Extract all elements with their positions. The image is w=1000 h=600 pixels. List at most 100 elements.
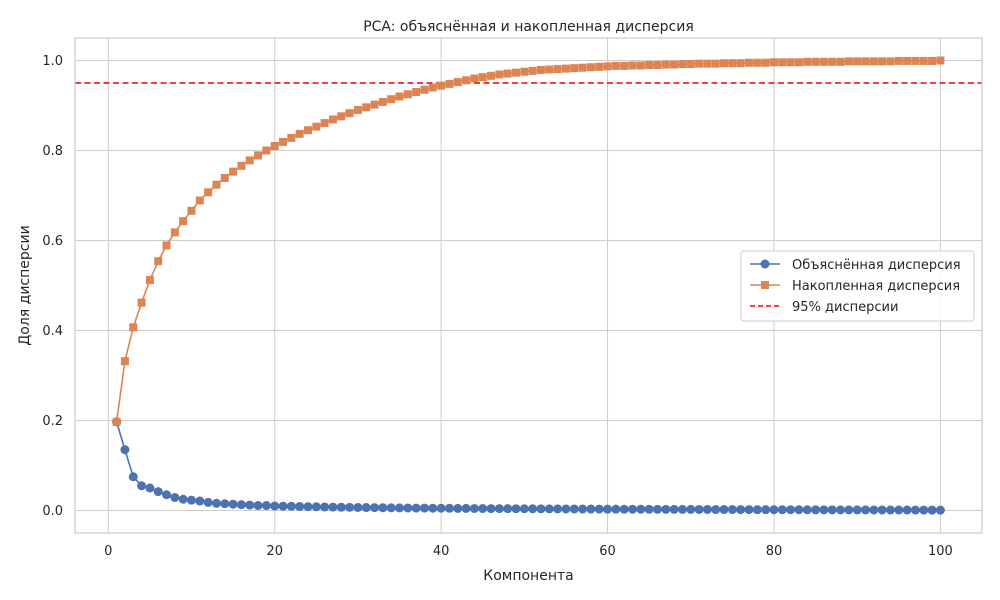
data-point	[395, 92, 404, 101]
legend-label-threshold: 95% дисперсии	[792, 300, 898, 315]
data-point	[703, 59, 712, 68]
data-point	[570, 64, 579, 73]
data-point	[236, 500, 246, 510]
data-point	[403, 90, 412, 99]
data-point	[553, 504, 563, 514]
data-point	[311, 502, 321, 512]
data-point	[270, 501, 280, 511]
data-point	[444, 503, 454, 513]
data-point	[720, 59, 729, 68]
data-point	[370, 100, 379, 109]
data-point	[711, 59, 720, 68]
data-point	[753, 58, 762, 67]
data-point	[919, 505, 929, 515]
data-point	[645, 61, 654, 69]
data-point	[511, 504, 521, 514]
data-point	[744, 505, 754, 515]
data-point	[387, 95, 396, 104]
data-point	[761, 58, 770, 67]
legend-marker-cumulative	[761, 281, 769, 289]
data-point	[644, 504, 654, 514]
data-point	[619, 504, 629, 514]
data-point	[686, 504, 696, 514]
data-point	[586, 504, 596, 514]
data-point	[445, 79, 454, 88]
data-point	[254, 151, 263, 160]
data-point	[653, 61, 662, 69]
data-point	[378, 503, 388, 513]
data-point	[245, 156, 254, 165]
data-point	[470, 74, 479, 83]
data-point	[212, 180, 221, 189]
data-point	[270, 142, 279, 150]
series-cumulative	[112, 56, 945, 426]
data-point	[828, 57, 837, 66]
data-point	[678, 60, 687, 69]
data-point	[628, 61, 637, 70]
x-tick-label: 0	[104, 544, 112, 559]
data-point	[412, 88, 421, 96]
data-point	[677, 504, 687, 514]
data-point	[603, 62, 612, 71]
x-tick-label: 80	[766, 544, 783, 559]
data-point	[661, 60, 670, 69]
data-point	[170, 228, 179, 237]
legend-marker-explained	[760, 259, 770, 269]
data-point	[112, 417, 121, 426]
y-tick-label: 0.4	[42, 324, 63, 339]
data-point	[519, 504, 529, 514]
data-point	[636, 504, 646, 514]
data-point	[328, 115, 337, 124]
data-point	[195, 496, 205, 506]
data-point	[137, 298, 146, 307]
data-point	[320, 119, 329, 128]
data-point	[802, 505, 812, 515]
data-point	[237, 161, 246, 170]
data-point	[844, 57, 853, 66]
data-point	[861, 505, 871, 515]
data-point	[286, 501, 296, 511]
data-point	[819, 505, 829, 515]
data-point	[761, 505, 771, 515]
data-point	[811, 57, 820, 66]
data-point	[786, 505, 796, 515]
data-point	[661, 504, 671, 514]
data-point	[178, 494, 188, 504]
data-point	[695, 59, 704, 68]
data-point	[129, 323, 138, 332]
data-point	[229, 167, 238, 176]
data-point	[195, 196, 204, 205]
data-point	[153, 487, 163, 497]
data-point	[794, 505, 804, 515]
data-point	[727, 505, 737, 515]
y-tick-label: 0.8	[42, 144, 63, 159]
chart-title: PCA: объяснённая и накопленная дисперсия	[363, 19, 694, 35]
y-tick-label: 0.6	[42, 234, 63, 249]
data-point	[819, 57, 828, 66]
data-point	[287, 133, 296, 142]
data-point	[736, 59, 745, 68]
x-tick-label: 60	[599, 544, 616, 559]
data-point	[437, 81, 446, 90]
data-point	[503, 69, 512, 78]
data-point	[520, 67, 529, 76]
data-point	[910, 505, 920, 515]
x-axis-label: Компонента	[483, 568, 573, 584]
data-point	[154, 257, 163, 266]
data-point	[462, 76, 471, 85]
data-point	[719, 505, 729, 515]
data-point	[353, 106, 362, 114]
data-point	[728, 59, 737, 68]
data-point	[428, 83, 437, 92]
data-point	[869, 505, 879, 515]
data-point	[486, 504, 496, 514]
series-explained	[112, 417, 945, 515]
data-point	[279, 137, 288, 146]
y-tick-label: 0.0	[42, 504, 63, 519]
data-point	[228, 499, 238, 509]
legend: Объяснённая дисперсия Накопленная диспер…	[740, 250, 975, 322]
data-point	[211, 498, 221, 508]
data-point	[778, 58, 787, 67]
data-point	[894, 56, 903, 65]
